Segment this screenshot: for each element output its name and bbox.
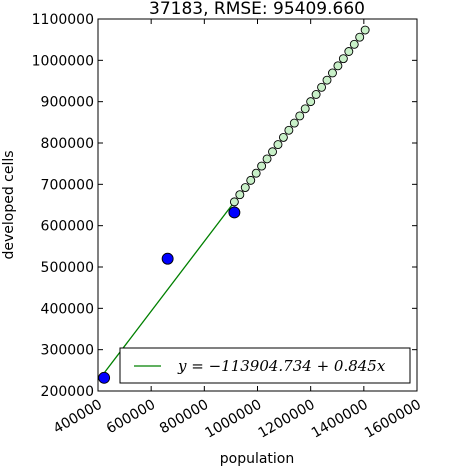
y-tick-label: 300000 [41,343,94,359]
projected-point [235,190,245,200]
projected-point [355,32,365,42]
x-axis-label: population [220,451,295,467]
projected-point [289,118,299,128]
projected-point [295,111,305,121]
projected-point [284,125,294,135]
x-tick-label: 1000000 [202,397,264,442]
y-tick-label: 400000 [41,301,94,317]
observed-point [98,371,111,384]
projected-point [273,140,283,150]
projected-point [328,68,337,78]
projected-point [268,147,277,157]
x-tick-label: 1400000 [309,397,371,442]
legend: y = −113904.734 + 0.845x [119,347,411,384]
projected-point [333,61,343,71]
x-tick-label: 600000 [104,397,158,438]
projected-point [300,104,310,114]
x-tick-label: 1200000 [256,397,318,442]
x-tick-label: 1600000 [362,397,424,442]
y-tick-label: 900000 [41,95,94,111]
y-tick-label: 1100000 [32,12,94,28]
projected-point [240,183,250,192]
observed-point [161,252,174,265]
projected-point [257,161,267,171]
projected-point [338,54,348,64]
projected-point [311,90,321,99]
projected-point [360,25,370,35]
projected-point [344,47,354,56]
y-tick-label: 200000 [41,384,94,400]
y-tick-label: 600000 [41,219,94,235]
x-tick-label: 800000 [157,397,211,438]
y-axis-label: developed cells [1,150,17,259]
projected-point [322,75,332,85]
y-tick-label: 700000 [41,177,94,193]
x-tick-label: 400000 [51,397,105,438]
plot-area [98,25,370,384]
projected-point [306,97,316,107]
projected-point [262,154,272,164]
projected-point [317,82,327,92]
legend-box [119,347,411,384]
projected-point [229,197,239,207]
projected-point [251,168,261,178]
fit-line [103,201,235,374]
y-tick-label: 800000 [41,136,94,152]
observed-point [228,206,241,219]
y-axis-ticks: 200000 300000 400000 500000 600000 700000 8000… [32,12,417,400]
axes-frame [97,18,418,392]
projected-point [349,39,359,49]
chart-title: 37183, RMSE: 95409.660 [149,0,365,19]
legend-fit-label: y = −113904.734 + 0.845x [177,357,386,375]
y-tick-label: 500000 [41,260,94,276]
projected-point [278,132,288,142]
y-tick-label: 1000000 [32,53,94,69]
projected-point [246,175,256,185]
